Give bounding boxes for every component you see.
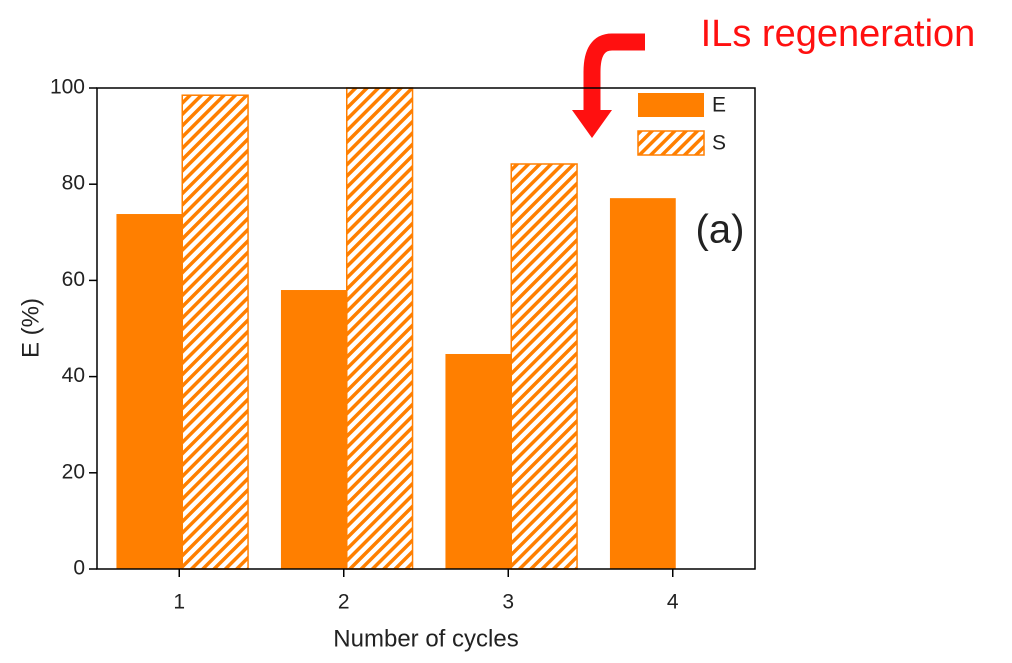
legend-label: E (712, 94, 726, 117)
y-tick-label: 20 (62, 460, 85, 483)
plot-frame (96, 87, 756, 570)
y-tick-label: 80 (62, 172, 85, 195)
annotation: ILs regeneration (701, 13, 976, 55)
bar (445, 353, 512, 569)
bar (346, 87, 414, 570)
legend-swatch (638, 93, 704, 117)
bar (280, 290, 347, 569)
y-tick-label: 40 (62, 364, 85, 387)
x-axis-label: Number of cycles (333, 625, 518, 652)
bar (510, 163, 578, 570)
legend-label: S (712, 132, 726, 155)
y-tick-label: 0 (73, 557, 85, 580)
x-tick-label: 4 (667, 591, 679, 614)
bar (116, 214, 183, 569)
annotation: (a) (696, 208, 745, 252)
bar (609, 198, 676, 570)
annotation-arrow (572, 33, 645, 138)
bar (181, 94, 249, 570)
x-tick-label: 1 (173, 591, 185, 614)
x-tick-label: 2 (338, 591, 350, 614)
legend-swatch (637, 130, 705, 156)
y-tick-label: 100 (50, 76, 85, 99)
y-axis-label: E (%) (17, 298, 44, 358)
y-tick-label: 60 (62, 268, 85, 291)
x-tick-label: 3 (502, 591, 514, 614)
